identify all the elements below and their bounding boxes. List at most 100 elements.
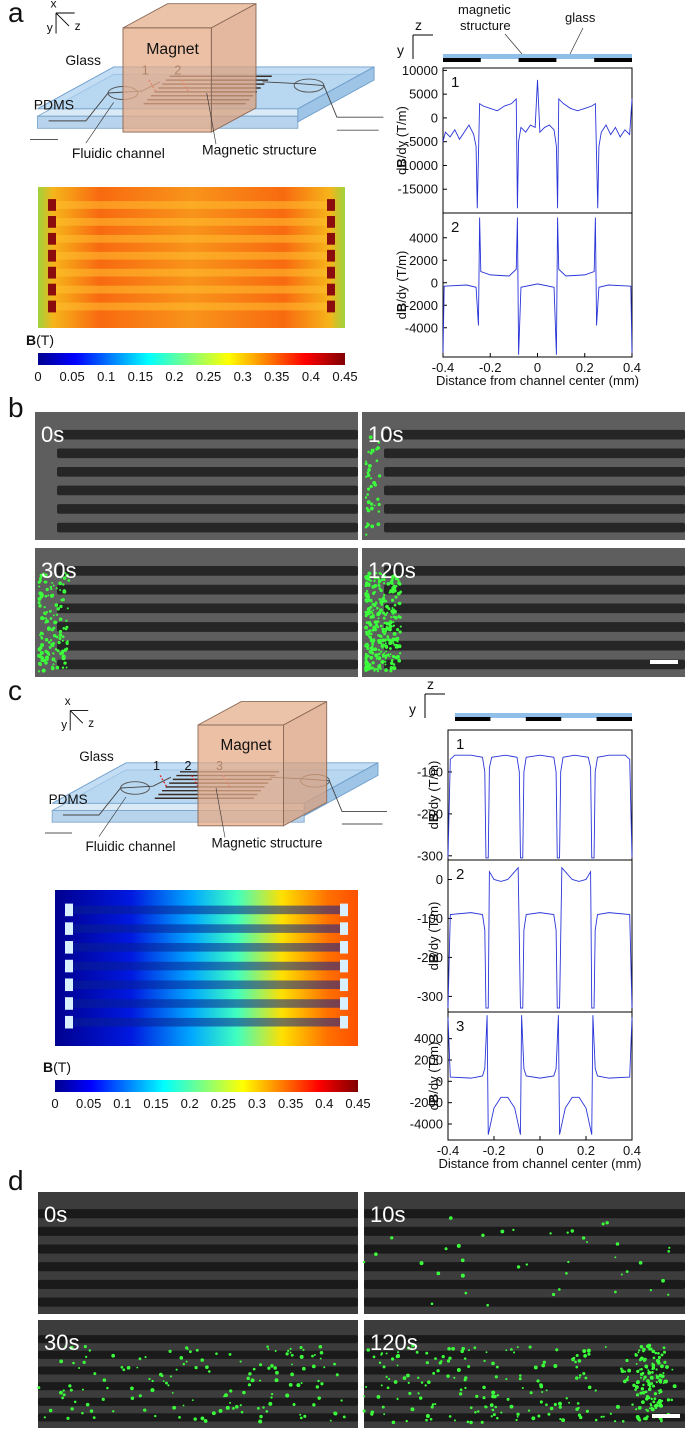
cell-dot bbox=[154, 1414, 157, 1418]
cell-dot bbox=[373, 483, 377, 487]
cell-dot bbox=[366, 500, 371, 505]
time-label: 30s bbox=[44, 1330, 79, 1355]
cell-dot bbox=[143, 1408, 147, 1412]
position-number: 2 bbox=[184, 759, 191, 773]
cell-dot bbox=[385, 1352, 388, 1355]
cell-dot bbox=[402, 1376, 407, 1380]
cell-dot bbox=[48, 645, 52, 649]
cell-dot bbox=[366, 592, 370, 595]
cell-dot bbox=[311, 1354, 314, 1358]
cell-dot bbox=[377, 641, 380, 644]
schematic-label: Magnet bbox=[221, 737, 273, 754]
colorbar-label: B(T) bbox=[26, 332, 54, 348]
cell-dot bbox=[373, 579, 376, 583]
cell-dot bbox=[275, 1370, 279, 1375]
cell-dot bbox=[396, 577, 399, 581]
channel-stripe bbox=[384, 622, 685, 632]
cell-dot bbox=[54, 603, 59, 607]
colorbar-label: B(T) bbox=[43, 1059, 71, 1075]
channel-field bbox=[67, 1017, 346, 1027]
cell-dot bbox=[515, 1418, 518, 1422]
cell-dot bbox=[43, 1416, 46, 1419]
cell-dot bbox=[643, 1375, 647, 1379]
colorbar-tick-label: 0 bbox=[51, 1096, 58, 1111]
y-tick-label: 0 bbox=[431, 275, 438, 290]
cell-dot bbox=[38, 591, 42, 595]
cell-dot bbox=[39, 646, 43, 650]
cell-dot bbox=[653, 1397, 657, 1401]
channel-stripe bbox=[38, 1397, 358, 1406]
cell-dot bbox=[250, 1378, 255, 1383]
x-tick-label: 0 bbox=[534, 360, 541, 375]
y-axis-label-part: /dy (T/m) bbox=[426, 761, 441, 813]
cell-dot bbox=[446, 1374, 450, 1378]
x-tick-label: -0.4 bbox=[437, 1143, 459, 1158]
cell-dot bbox=[659, 1404, 664, 1408]
cell-dot bbox=[551, 1292, 556, 1297]
cell-dot bbox=[582, 1349, 587, 1354]
cell-dot bbox=[382, 1365, 386, 1369]
cell-dot bbox=[638, 1261, 643, 1265]
cell-dot bbox=[671, 1368, 674, 1371]
cell-dot bbox=[38, 604, 42, 608]
cell-dot bbox=[436, 1369, 440, 1373]
cell-dot bbox=[519, 1374, 522, 1377]
cell-dot bbox=[492, 1413, 496, 1417]
cell-dot bbox=[444, 1247, 448, 1251]
cell-dot bbox=[506, 1397, 510, 1401]
axis-name: z bbox=[427, 676, 434, 692]
cell-dot bbox=[391, 654, 396, 659]
cell-dot bbox=[340, 1399, 343, 1402]
channel-stripe bbox=[38, 1209, 358, 1219]
cell-dot bbox=[235, 1405, 239, 1409]
cell-dot bbox=[397, 601, 402, 606]
cell-dot bbox=[425, 1351, 429, 1355]
channel-field bbox=[67, 943, 346, 952]
cell-dot bbox=[144, 1356, 147, 1359]
cell-dot bbox=[660, 1364, 664, 1369]
cell-dot bbox=[265, 1410, 269, 1413]
cell-dot bbox=[659, 1380, 662, 1384]
cell-dot bbox=[657, 1361, 661, 1365]
schematic-label: Glass bbox=[79, 749, 114, 764]
cell-dot bbox=[536, 1379, 540, 1383]
cell-dot bbox=[627, 1368, 632, 1373]
cell-dot bbox=[333, 1411, 337, 1416]
cell-dot bbox=[61, 639, 64, 642]
cell-dot bbox=[399, 625, 402, 628]
cell-dot bbox=[72, 1361, 75, 1365]
scale-bar bbox=[650, 660, 678, 664]
cell-dot bbox=[398, 582, 402, 586]
x-tick-label: -0.2 bbox=[479, 360, 501, 375]
cell-dot bbox=[218, 1408, 223, 1413]
cell-dot bbox=[367, 629, 371, 634]
cell-dot bbox=[367, 468, 371, 472]
x-axis-label: Distance from channel center (mm) bbox=[438, 1156, 641, 1171]
cell-dot bbox=[648, 1407, 651, 1410]
cell-dot bbox=[649, 1347, 653, 1351]
strip-label: structure bbox=[460, 18, 511, 33]
cell-dot bbox=[312, 1403, 316, 1407]
cell-dot bbox=[171, 1391, 174, 1394]
leader-line bbox=[85, 102, 114, 144]
cell-dot bbox=[373, 628, 378, 632]
cell-dot bbox=[379, 600, 384, 605]
cell-dot bbox=[474, 1411, 477, 1414]
cell-dot bbox=[40, 658, 45, 663]
cell-dot bbox=[662, 1350, 667, 1354]
cell-dot bbox=[266, 1345, 269, 1348]
schematic-label: Magnetic structure bbox=[202, 141, 317, 157]
cell-dot bbox=[380, 650, 383, 653]
cell-dot bbox=[229, 1401, 232, 1404]
cell-dot bbox=[646, 1379, 650, 1383]
cell-dot bbox=[384, 613, 388, 617]
cell-dot bbox=[655, 1359, 658, 1361]
cell-dot bbox=[193, 1417, 197, 1421]
cell-dot bbox=[366, 508, 371, 513]
cell-dot bbox=[52, 663, 55, 666]
cell-dot bbox=[88, 1349, 92, 1352]
cell-dot bbox=[385, 604, 389, 609]
channel-stripe bbox=[384, 448, 685, 459]
colorbar-label-part: (T) bbox=[36, 332, 54, 348]
